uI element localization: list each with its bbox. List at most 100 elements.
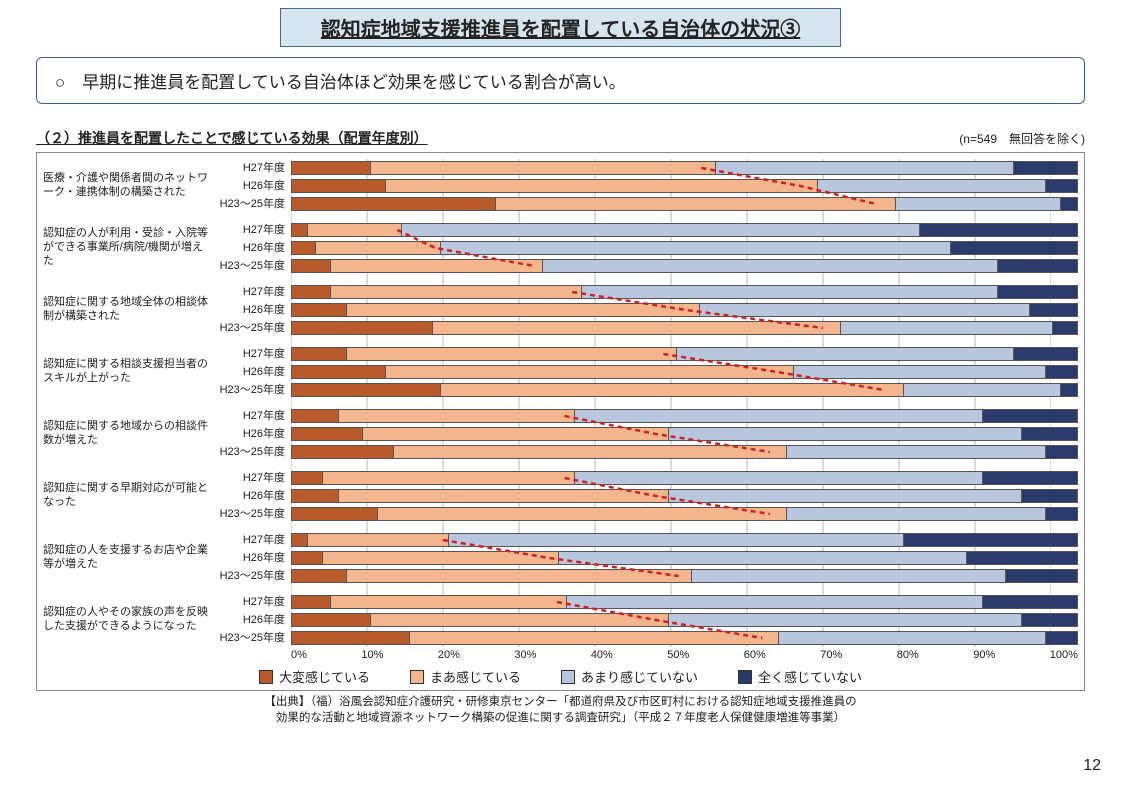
bar-row bbox=[291, 407, 1078, 425]
bar-segment bbox=[292, 384, 441, 396]
bar-segment bbox=[1053, 322, 1077, 334]
category-label: 医療・介護や関係者間のネットワーク・連携体制の構築された bbox=[43, 159, 213, 213]
bar-segment bbox=[386, 180, 818, 192]
year-label: H23～25年度 bbox=[213, 567, 285, 585]
year-label: H23～25年度 bbox=[213, 195, 285, 213]
bar-segment bbox=[292, 322, 433, 334]
bar-segment bbox=[543, 260, 998, 272]
bar-segment bbox=[567, 596, 983, 608]
bar-segment bbox=[331, 286, 582, 298]
year-label: H27年度 bbox=[213, 283, 285, 301]
bar-segment bbox=[794, 366, 1045, 378]
bar-segment bbox=[967, 552, 1077, 564]
bar-segment bbox=[292, 632, 410, 644]
bar-segment bbox=[787, 508, 1046, 520]
bar-segment bbox=[1046, 632, 1077, 644]
bar-segment bbox=[433, 322, 841, 334]
bar-segment bbox=[1046, 366, 1077, 378]
bar-segment bbox=[292, 286, 331, 298]
year-label: H26年度 bbox=[213, 301, 285, 319]
bar-segment bbox=[347, 570, 692, 582]
axis-tick: 50% bbox=[667, 649, 689, 661]
bar-segment bbox=[575, 410, 983, 422]
legend-label: あまり感じていない bbox=[581, 667, 698, 686]
bar-segment bbox=[292, 410, 339, 422]
legend-swatch bbox=[561, 670, 575, 684]
bar-segment bbox=[904, 384, 1061, 396]
x-axis-ticks: 0%10%20%30%40%50%60%70%80%90%100% bbox=[291, 649, 1078, 661]
bar-segment bbox=[292, 534, 308, 546]
bar-segment bbox=[292, 446, 394, 458]
bar-segment bbox=[316, 242, 442, 254]
bar-segment bbox=[331, 596, 567, 608]
axis-tick: 30% bbox=[514, 649, 536, 661]
bar-segment bbox=[1046, 180, 1077, 192]
bar-row bbox=[291, 549, 1078, 567]
axis-tick: 10% bbox=[361, 649, 383, 661]
bar-row bbox=[291, 363, 1078, 381]
bar-segment bbox=[1030, 304, 1077, 316]
page-number: 12 bbox=[1083, 757, 1101, 775]
bar-row bbox=[291, 425, 1078, 443]
bar-segment bbox=[308, 534, 449, 546]
bar-row bbox=[291, 593, 1078, 611]
axis-tick: 20% bbox=[438, 649, 460, 661]
bar-segment bbox=[779, 632, 1046, 644]
category-label: 認知症に関する地域全体の相談体制が構築された bbox=[43, 283, 213, 337]
year-label: H23～25年度 bbox=[213, 629, 285, 647]
bar-segment bbox=[896, 198, 1061, 210]
year-label: H26年度 bbox=[213, 363, 285, 381]
bar-segment bbox=[1022, 614, 1077, 626]
chart-legend: 大変感じているまあ感じているあまり感じていない全く感じていない bbox=[43, 667, 1078, 686]
category-label: 認知症の人やその家族の声を反映した支援ができるようになった bbox=[43, 593, 213, 647]
bar-segment bbox=[292, 260, 331, 272]
year-label: H27年度 bbox=[213, 407, 285, 425]
bar-segment bbox=[441, 384, 904, 396]
bar-segment bbox=[292, 242, 316, 254]
bar-segment bbox=[339, 410, 575, 422]
bar-segment bbox=[1061, 384, 1077, 396]
bar-segment bbox=[378, 508, 786, 520]
bar-row bbox=[291, 505, 1078, 523]
bar-segment bbox=[669, 614, 1022, 626]
bar-segment bbox=[1006, 570, 1077, 582]
bar-segment bbox=[292, 552, 323, 564]
bar-row bbox=[291, 381, 1078, 399]
bar-segment bbox=[559, 552, 967, 564]
year-label: H23～25年度 bbox=[213, 381, 285, 399]
source-citation: 【出典】（福）浴風会認知症介護研究・研修東京センター「都道府県及び市区町村におけ… bbox=[36, 695, 1085, 726]
bar-segment bbox=[998, 260, 1077, 272]
year-label: H23～25年度 bbox=[213, 319, 285, 337]
bar-segment bbox=[292, 596, 331, 608]
bar-segment bbox=[841, 322, 1053, 334]
bar-segment bbox=[983, 472, 1077, 484]
chart-frame: 医療・介護や関係者間のネットワーク・連携体制の構築された認知症の人が利用・受診・… bbox=[36, 152, 1085, 691]
bar-segment bbox=[292, 490, 339, 502]
bar-segment bbox=[1022, 490, 1077, 502]
axis-tick: 80% bbox=[897, 649, 919, 661]
bar-segment bbox=[700, 304, 1030, 316]
bar-segment bbox=[998, 286, 1077, 298]
bar-segment bbox=[347, 348, 677, 360]
legend-swatch bbox=[738, 670, 752, 684]
year-label: H26年度 bbox=[213, 425, 285, 443]
summary-box: ○ 早期に推進員を配置している自治体ほど効果を感じている割合が高い。 bbox=[36, 57, 1085, 104]
bar-segment bbox=[1046, 446, 1077, 458]
bar-row bbox=[291, 301, 1078, 319]
year-label: H27年度 bbox=[213, 469, 285, 487]
bar-segment bbox=[496, 198, 896, 210]
bar-segment bbox=[292, 304, 347, 316]
bar-segment bbox=[371, 162, 716, 174]
category-label: 認知症の人を支援するお店や企業等が増えた bbox=[43, 531, 213, 585]
year-label: H27年度 bbox=[213, 159, 285, 177]
bar-segment bbox=[402, 224, 920, 236]
bar-segment bbox=[818, 180, 1046, 192]
year-label: H23～25年度 bbox=[213, 505, 285, 523]
axis-tick: 70% bbox=[820, 649, 842, 661]
bar-row bbox=[291, 531, 1078, 549]
bar-segment bbox=[787, 446, 1046, 458]
category-label: 認知症に関する相談支援担当者のスキルが上がった bbox=[43, 345, 213, 399]
year-label: H26年度 bbox=[213, 239, 285, 257]
year-label: H27年度 bbox=[213, 593, 285, 611]
bar-segment bbox=[716, 162, 1014, 174]
